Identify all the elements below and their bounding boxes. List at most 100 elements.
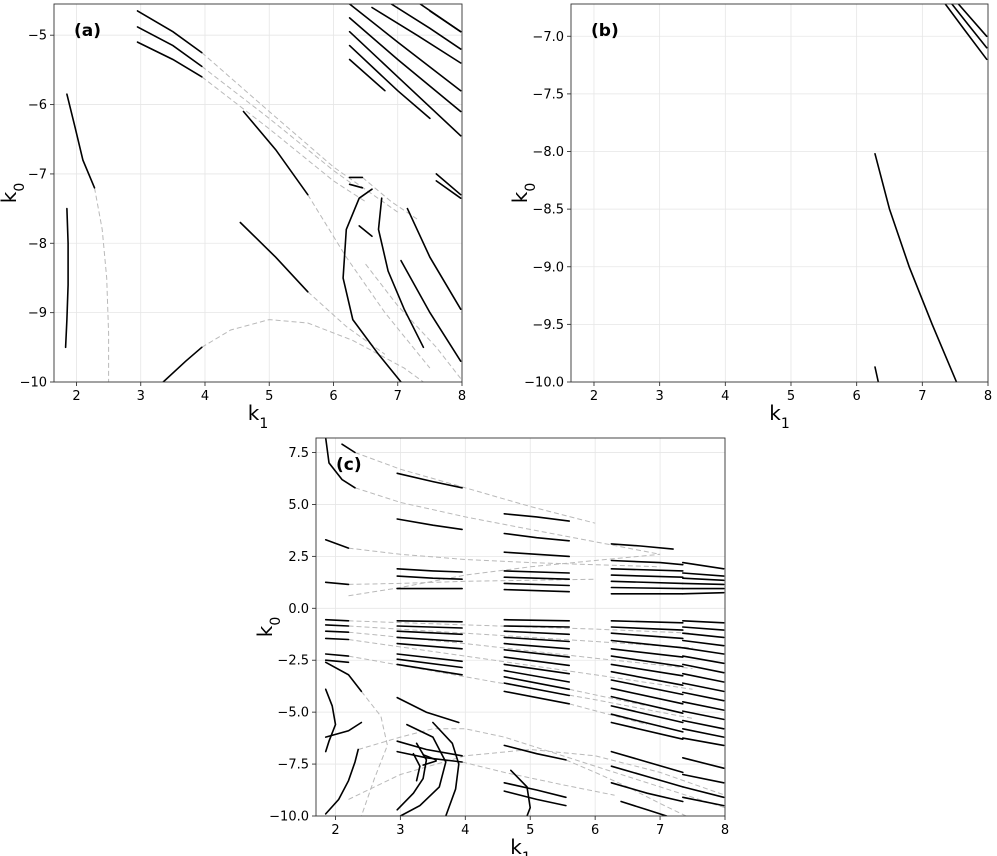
panel-c-branch-6-stable — [324, 630, 350, 634]
panel-c-branch-37-stable — [503, 532, 571, 542]
panel-b-ytick-label-5: −7.5 — [532, 87, 564, 102]
panel-c-x-axis-label: k1 — [510, 835, 531, 856]
panel-a-branch-4-stable — [136, 41, 203, 78]
panel-c-branch-45-stable — [503, 630, 571, 636]
panel-a-branch-10-stable — [342, 188, 402, 382]
panel-c-branch-99-stable — [681, 727, 725, 738]
panel-c-ytick-label-2: −5.0 — [277, 706, 309, 721]
panel-c-branch-114-unstable — [348, 620, 693, 634]
panel-c-branch-77-stable — [610, 655, 684, 668]
panel-a-branch-19-stable — [348, 58, 386, 92]
panel-a-xtick-label-3: 5 — [265, 389, 273, 404]
panel-b-ytick-label-4: −8.0 — [532, 145, 564, 160]
panel-b-xtick-label-3: 5 — [787, 389, 795, 404]
panel-c-branch-0-stable — [324, 438, 356, 489]
panel-b-ytick-label-3: −8.5 — [532, 203, 564, 218]
panel-c-branch-122-unstable — [461, 761, 615, 796]
panel-c-ytick-label-6: 5.0 — [288, 498, 309, 513]
panel-b-xtick-label-0: 2 — [590, 389, 598, 404]
panel-b-frame — [570, 3, 989, 383]
panel-a-branch-5-stable — [242, 110, 309, 196]
panel-c-branch-107-stable — [681, 786, 725, 799]
panel-a-branch-30-unstable — [201, 76, 366, 203]
panel-c-branch-4-stable — [324, 618, 350, 622]
panel-c-branch-29-stable — [396, 750, 463, 763]
panel-c-branch-34-stable — [422, 753, 437, 761]
panel-b-xtick-label-5: 7 — [918, 389, 926, 404]
panel-c-branch-117-unstable — [348, 639, 693, 690]
panel-c-ytick-label-0: −10.0 — [269, 810, 309, 825]
panel-a-ytick-label-4: −6 — [28, 98, 47, 113]
panel-b-x-axis-label: k1 — [769, 401, 790, 432]
panel-c-xtick-label-1: 3 — [396, 823, 404, 838]
panel-c-branch-101-stable — [610, 750, 684, 774]
panel-c-branch-57-stable — [503, 790, 567, 807]
panel-c-branch-15-stable — [396, 518, 463, 531]
panel-c-branch-52-stable — [503, 675, 571, 691]
panel-c-xtick-label-0: 2 — [331, 823, 339, 838]
panel-c-branch-76-stable — [610, 647, 684, 658]
panel-c-branch-8-stable — [324, 653, 350, 657]
panel-a-branch-16-stable — [348, 17, 462, 113]
panel-a-branch-28-unstable — [201, 52, 398, 213]
panel-c-xtick-label-4: 6 — [591, 823, 599, 838]
panel-a-branch-3-stable — [136, 26, 203, 68]
panel-c-branch-17-stable — [396, 575, 463, 581]
panel-a-branch-0-stable — [66, 93, 96, 189]
panel-c-branch-87-stable — [681, 626, 725, 631]
panel-a-branch-2-stable — [136, 10, 203, 54]
panel-c-branch-120-unstable — [358, 728, 725, 809]
panel-a-branch-15-stable — [348, 4, 462, 92]
panel-c-branch-64-stable — [610, 586, 684, 590]
panel-c-branch-100-stable — [681, 737, 725, 747]
panel-c-branch-94-stable — [681, 682, 725, 693]
panel-c-branch-105-stable — [681, 756, 725, 770]
panel-c-branch-9-stable — [324, 659, 350, 664]
panel-c-branch-46-stable — [503, 636, 571, 643]
panel-c-branch-111-unstable — [348, 547, 661, 568]
panel-b-xtick-label-4: 6 — [853, 389, 861, 404]
panel-c-branch-32-stable — [432, 721, 460, 816]
panel-c-branch-13-stable — [324, 748, 360, 815]
panel-b-ytick-label-6: −7.0 — [532, 30, 564, 45]
panel-a-branch-32-unstable — [307, 291, 386, 355]
panel-a-branch-31-unstable — [307, 194, 431, 369]
panel-c-branch-27-stable — [396, 696, 460, 724]
panel-a-branch-21-stable — [390, 4, 462, 50]
panel-c-branch-106-stable — [681, 773, 725, 784]
panel-c-branch-93-stable — [681, 672, 725, 683]
panel-c-branch-90-stable — [681, 646, 725, 655]
panel-c-branch-42-stable — [503, 588, 571, 593]
panel-b-ytick-label-1: −9.5 — [532, 318, 564, 333]
panel-c-branch-54-stable — [503, 690, 571, 705]
panel-a-xtick-label-1: 3 — [137, 389, 145, 404]
panel-c-branch-78-stable — [610, 663, 684, 677]
panel-b-series-group — [874, 4, 988, 382]
panel-c-branch-35-stable — [422, 760, 437, 766]
panel-c-branch-95-stable — [681, 691, 725, 702]
panel-c-branch-109-unstable — [354, 452, 596, 524]
panel-c-branch-48-stable — [503, 648, 571, 658]
panel-b-ytick-label-0: −10.0 — [524, 376, 564, 391]
panel-c-branch-51-stable — [503, 669, 571, 683]
panel-b-branch-3-stable — [951, 4, 988, 49]
panel-c-branch-66-stable — [681, 561, 725, 570]
panel-c-branch-102-stable — [610, 765, 684, 788]
panel-a-branch-29-unstable — [201, 66, 354, 185]
panel-c-branch-61-stable — [610, 567, 684, 572]
panel-c-branch-41-stable — [503, 582, 571, 587]
panel-c-branch-96-stable — [681, 700, 725, 711]
panel-c-branch-85-stable — [610, 721, 684, 741]
panel-c-branch-103-stable — [610, 781, 684, 803]
panel-c-branch-89-stable — [681, 639, 725, 647]
panel-c-branch-108-stable — [681, 796, 725, 807]
panel-c-branch-74-stable — [610, 632, 684, 640]
panel-a-branch-1-stable — [64, 207, 69, 349]
panel-b-y-axis-label: k0 — [508, 183, 539, 204]
panel-a-branch-7-stable — [162, 346, 203, 382]
panel-a-branch-6-stable — [239, 221, 309, 293]
panel-a-tag: (a) — [74, 21, 101, 41]
panel-a-branch-25-stable — [435, 180, 462, 199]
panel-c-series-group — [324, 438, 725, 816]
panel-b-branch-2-stable — [944, 4, 988, 61]
